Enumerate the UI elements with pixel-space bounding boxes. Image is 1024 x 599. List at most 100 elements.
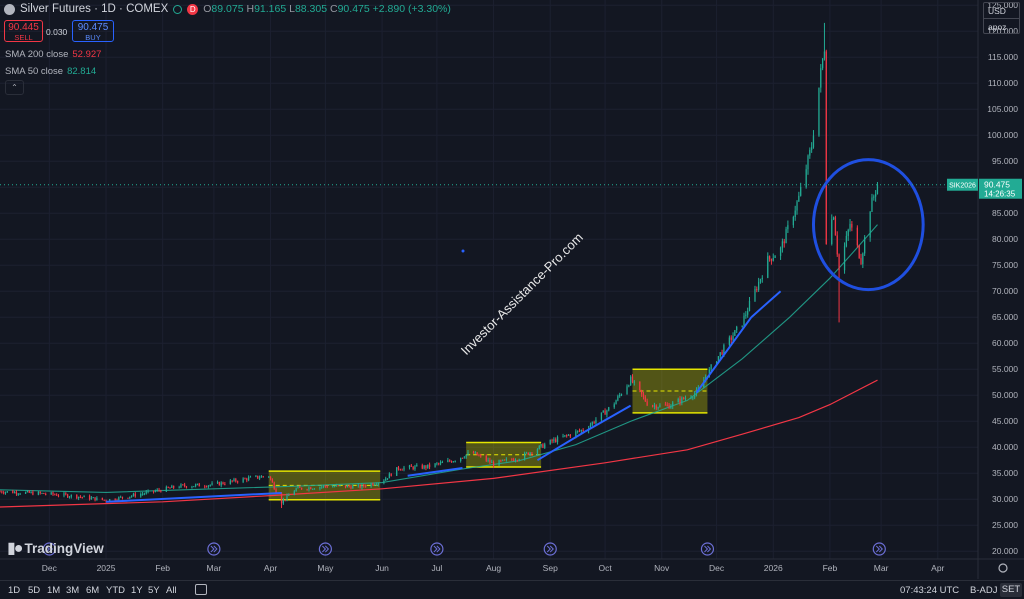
candle-body (132, 493, 135, 496)
candle-body (474, 452, 476, 454)
candle-body (339, 485, 341, 487)
range-all[interactable]: All (166, 585, 177, 596)
candle-body (818, 87, 820, 136)
candle-body (57, 495, 60, 497)
candle-body (357, 484, 359, 486)
dividend-badge[interactable]: D (187, 3, 199, 15)
candle-body (655, 405, 657, 409)
collapse-indicators-button[interactable]: ⌃ (5, 80, 24, 95)
candle-body (633, 381, 635, 383)
candle-body (604, 410, 606, 415)
indicator-sma50[interactable]: SMA 50 close 82.814 (5, 66, 96, 77)
indicator-sma200[interactable]: SMA 200 close 52.927 (5, 49, 101, 60)
candle-body (408, 465, 411, 468)
candle-body (337, 485, 339, 487)
candle-body (143, 493, 146, 495)
candle-body (736, 326, 738, 331)
candle-body (363, 484, 365, 487)
session-button[interactable]: SET (1000, 583, 1022, 597)
utc-clock[interactable]: 07:43:24 UTC (900, 585, 960, 596)
range-6m[interactable]: 6M (86, 585, 100, 596)
indicator-label: SMA 200 close (5, 49, 69, 60)
candle-body (575, 431, 577, 437)
candle-body (593, 422, 595, 424)
candle-body (286, 495, 288, 500)
candle-body (390, 473, 392, 476)
badj-toggle[interactable]: B-ADJ (970, 585, 998, 596)
event-marker-icon[interactable] (700, 542, 715, 556)
candle-body (503, 459, 506, 461)
candle-body (434, 463, 436, 467)
candle-body (205, 486, 208, 488)
candle-body (864, 237, 866, 254)
candle-body (423, 465, 425, 469)
candle-body (461, 457, 464, 459)
candle-body (653, 405, 656, 407)
event-markers[interactable] (42, 542, 886, 556)
candle-body (207, 485, 210, 487)
bottom-toolbar: 1D 5D 1M 3M 6M YTD 1Y 5Y All 07:43:24 UT… (0, 580, 1024, 599)
time-axis[interactable]: Dec 2025 Feb Mar Apr May Jun Jul Aug Sep Oct Nov Dec… (0, 558, 1024, 573)
candle-body (70, 494, 72, 497)
candle-body (869, 211, 871, 238)
event-marker-icon[interactable] (42, 542, 56, 556)
event-marker-icon[interactable] (872, 542, 886, 556)
currency-select[interactable]: USD (983, 2, 1020, 18)
candle-body (710, 364, 712, 370)
candle-body (642, 394, 645, 397)
range-1d[interactable]: 1D (8, 585, 21, 596)
candle-body (130, 495, 133, 497)
settings-gear-icon[interactable] (998, 563, 1008, 573)
candle-body (140, 494, 142, 497)
range-1y[interactable]: 1Y (131, 585, 143, 596)
ohlc-values: O89.075 H91.165 L88.305 C90.475 +2.890 (… (203, 3, 451, 15)
event-marker-icon[interactable] (318, 542, 332, 556)
candle-body (324, 485, 327, 487)
symbol-title[interactable]: Silver Futures · 1D · COMEX (20, 3, 169, 15)
candle-body (651, 405, 654, 407)
candle-body (664, 404, 667, 406)
candle-body (779, 247, 782, 257)
candle-body (280, 492, 283, 504)
candle-body (615, 400, 617, 405)
sell-label: SELL (14, 33, 33, 42)
candle-body (728, 337, 731, 345)
candle-body (480, 455, 482, 457)
watermark-text: Investor-Assistance-Pro.com (458, 230, 586, 358)
buy-label: BUY (85, 33, 101, 42)
candle-body (757, 281, 760, 290)
sell-button[interactable]: 90.445 SELL (4, 20, 43, 42)
event-marker-icon[interactable] (430, 542, 444, 556)
range-ytd[interactable]: YTD (106, 585, 125, 596)
candle-body (476, 452, 478, 456)
candle-body (741, 325, 743, 327)
candle-body (847, 229, 849, 236)
calendar-icon[interactable] (195, 584, 207, 595)
sma50-line (0, 224, 878, 493)
candle-body (375, 484, 378, 486)
range-5d[interactable]: 5D (28, 585, 41, 596)
candle-body (500, 460, 502, 462)
candle-body (831, 219, 833, 244)
y-tick-label: 60.000 (992, 338, 1018, 348)
ticker-tag (947, 178, 978, 191)
candle-body (525, 452, 528, 454)
buy-button[interactable]: 90.475 BUY (72, 20, 114, 42)
range-1m[interactable]: 1M (47, 585, 61, 596)
event-marker-icon[interactable] (543, 542, 557, 556)
event-marker-icon[interactable] (207, 542, 221, 556)
price-axis[interactable]: 20.000 25.000 30.000 35.000 40.000 45.000 50.0… (977, 0, 1018, 579)
tradingview-logo[interactable]: ▮● TradingView (7, 538, 104, 558)
y-tick-label: 55.000 (992, 364, 1018, 374)
candle-body (231, 480, 233, 482)
range-3m[interactable]: 3M (66, 585, 80, 596)
y-tick-label: 75.000 (992, 260, 1018, 270)
unit-select[interactable]: apoz (983, 18, 1020, 34)
candle-body (321, 486, 323, 488)
spread-value: 0.030 (46, 27, 68, 37)
candle-body (273, 482, 275, 489)
range-5y[interactable]: 5Y (148, 585, 160, 596)
candle-body (639, 381, 641, 390)
